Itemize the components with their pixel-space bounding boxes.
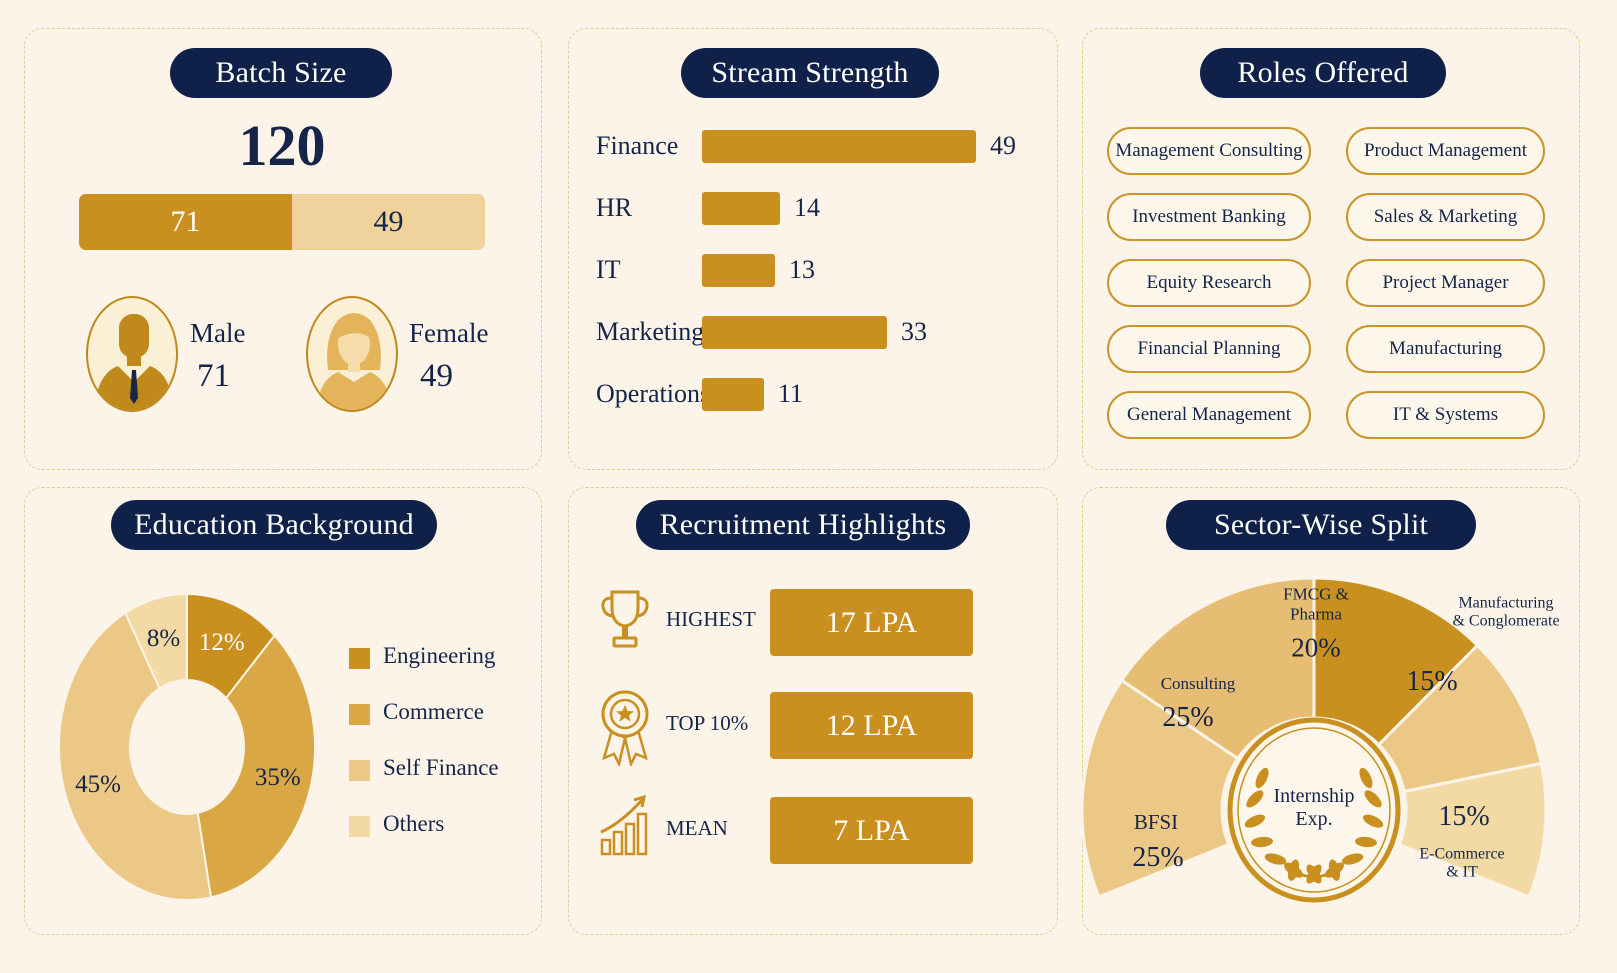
highlight-value-highest: 17 LPA [770,589,973,656]
stream-bar-finance [702,130,976,163]
stream-strength-panel [568,28,1058,470]
female-segment: 49 [292,194,485,250]
legend-label-commerce: Commerce [383,699,484,724]
sector-label-consulting: Consulting [1160,674,1236,694]
male-segment: 71 [79,194,292,250]
edu-slice-label-engineering: 12% [198,628,245,656]
stream-value-marketing: 33 [901,317,927,346]
stream-value-finance: 49 [990,131,1016,160]
female-avatar [306,296,398,412]
education-donut-chart [58,592,316,900]
role-investment-banking: Investment Banking [1107,193,1311,241]
sector-value-consulting: 25% [1162,701,1214,733]
sector-label-fmcg: FMCG & Pharma [1283,584,1349,623]
female-person-icon [316,313,392,410]
edu-slice-label-commerce: 35% [254,764,301,792]
role-manufacturing: Manufacturing [1346,325,1545,373]
medal-icon [601,690,649,766]
stream-strength-title: Stream Strength [681,48,939,98]
role-management-consulting: Management Consulting [1107,127,1311,175]
male-count: 71 [197,358,230,394]
stream-label-hr: HR [596,193,633,222]
male-label: Male [190,318,246,348]
sector-value-manufacturing: 15% [1406,665,1458,697]
edu-slice-label-self-finance: 45% [75,770,121,798]
legend-label-engineering: Engineering [383,643,496,668]
role-project-manager: Project Manager [1346,259,1545,307]
education-title: Education Background [111,500,437,550]
sector-value-bfsi: 25% [1132,841,1184,873]
female-count: 49 [420,358,453,394]
trophy-icon [601,590,649,648]
role-sales-marketing: Sales & Marketing [1346,193,1545,241]
sector-semi-donut-chart [1082,576,1548,903]
education-panel [24,487,542,935]
legend-label-self-finance: Self Finance [383,755,499,780]
role-it-systems: IT & Systems [1346,391,1545,439]
sector-slice-1 [1119,576,1316,761]
highlight-value-mean: 7 LPA [770,797,973,864]
highlight-label-top10: TOP 10% [666,711,749,735]
male-avatar [86,296,178,412]
highlight-label-highest: HIGHEST [666,607,756,631]
growth-chart-icon [600,794,648,856]
stream-bar-marketing [702,316,887,349]
stream-label-operations: Operations [596,379,711,408]
stream-value-it: 13 [789,255,815,284]
sector-label-bfsi: BFSI [1133,809,1179,834]
sector-label-ecommerce: E-Commerce & IT [1419,845,1505,881]
roles-offered-panel [1082,28,1580,470]
edu-slice-self-finance [58,611,213,900]
stream-label-finance: Finance [596,131,679,160]
highlight-value-top10: 12 LPA [770,692,973,759]
sector-slice-0 [1082,678,1240,899]
internship-exp-label: Internship Exp. [1273,785,1355,830]
sector-slice-4 [1397,761,1548,899]
highlight-label-mean: MEAN [666,816,728,840]
sector-value-ecommerce: 15% [1438,800,1490,832]
legend-swatch-engineering [349,648,370,669]
laurel-wreath-icon [1227,717,1401,903]
stream-label-marketing: Marketing [596,317,705,346]
recruitment-title: Recruitment Highlights [636,500,970,550]
gender-split-bar: 71 49 [79,194,485,250]
stream-bar-it [702,254,775,287]
role-equity-research: Equity Research [1107,259,1311,307]
legend-swatch-commerce [349,704,370,725]
roles-offered-title: Roles Offered [1200,48,1446,98]
stream-value-operations: 11 [778,379,804,408]
legend-label-others: Others [383,811,445,836]
legend-swatch-self-finance [349,760,370,781]
sector-label-manufacturing: Manufacturing & Conglomerate [1452,594,1560,630]
sector-panel [1082,487,1580,935]
batch-size-title: Batch Size [170,48,392,98]
role-financial-planning: Financial Planning [1107,325,1311,373]
role-product-management: Product Management [1346,127,1545,175]
batch-size-panel [24,28,542,470]
batch-total: 120 [238,113,326,178]
role-general-management: General Management [1107,391,1311,439]
female-label: Female [409,318,489,348]
stream-bar-hr [702,192,780,225]
sector-value-fmcg: 20% [1291,632,1341,663]
legend-swatch-others [349,816,370,837]
recruitment-panel [568,487,1058,935]
stream-value-hr: 14 [794,193,820,222]
stream-label-it: IT [596,255,621,284]
stream-bar-operations [702,378,764,411]
male-person-icon [94,314,174,410]
edu-slice-commerce [196,633,316,899]
sector-title: Sector-Wise Split [1166,500,1476,550]
edu-slice-others [124,592,188,690]
edu-slice-label-others: 8% [146,624,181,652]
